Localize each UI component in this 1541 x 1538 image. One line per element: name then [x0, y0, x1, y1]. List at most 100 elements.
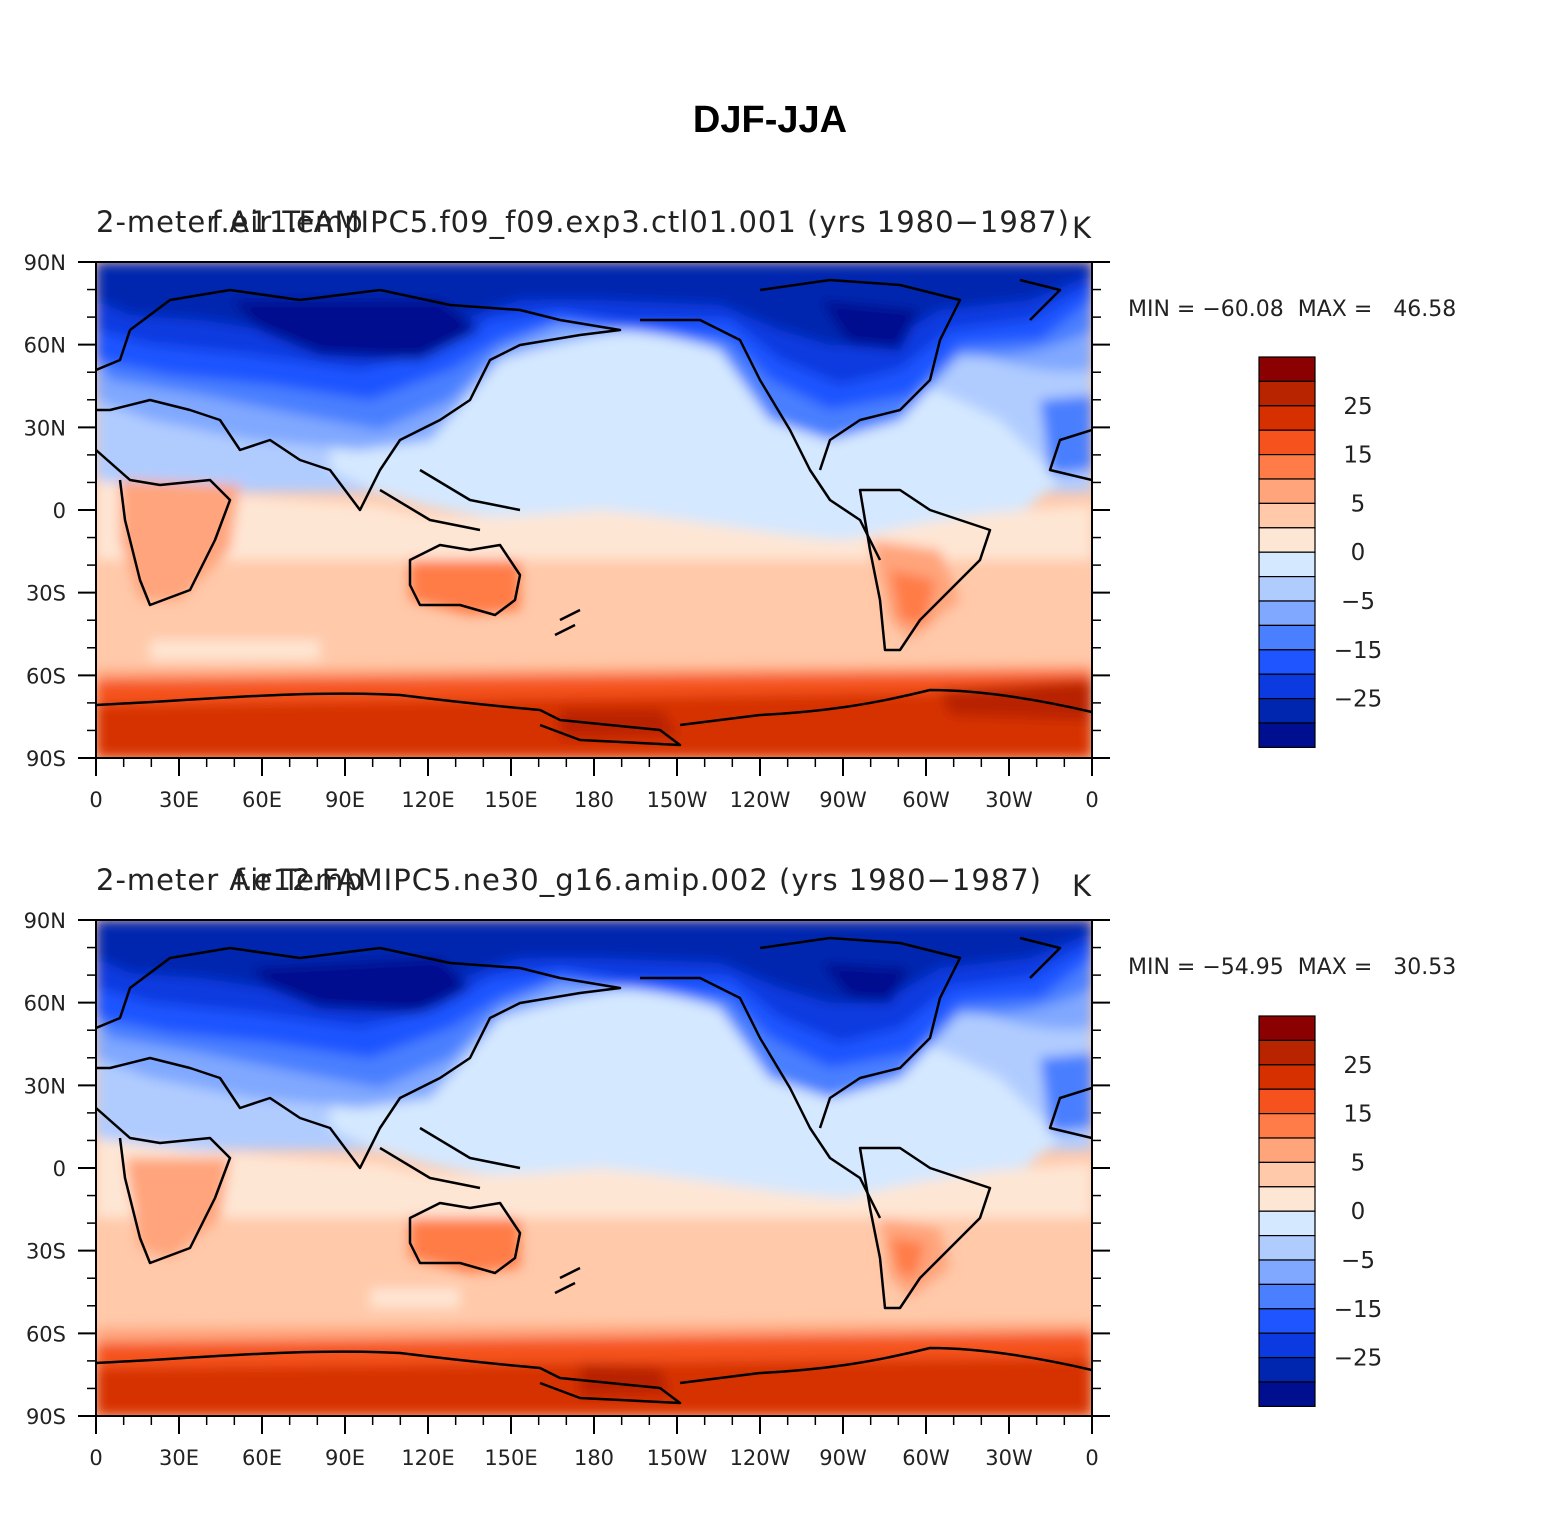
colorbar-box [1258, 1332, 1316, 1359]
lon-tick-label: 60E [242, 788, 282, 812]
lon-tick-label: 120E [401, 788, 454, 812]
colorbar-box [1258, 478, 1316, 504]
lon-tick-label: 180 [574, 1446, 614, 1470]
lon-tick-label: 0 [1085, 1446, 1098, 1470]
colorbar-label: 5 [1351, 491, 1366, 517]
colorbar-label: 0 [1351, 540, 1366, 566]
panel-top: 2-meter Air Temp f.e11.FAMIPC5.f09_f09.e… [24, 205, 1457, 812]
lat-tick-label: 90N [24, 251, 66, 275]
colorbar-label: 15 [1343, 443, 1372, 469]
figure-title: DJF-JJA [693, 99, 847, 141]
lon-tick-label: 30W [985, 1446, 1033, 1470]
panel-top-min-max: MIN = −60.08 MAX = 46.58 [1128, 297, 1456, 322]
panel-top-lat-labels: 90N 60N 30N 0 30S 60S 90S [24, 251, 66, 771]
panel-bottom-ticks [78, 919, 1110, 1434]
colorbar-box [1258, 405, 1316, 431]
colorbar-box [1258, 527, 1316, 553]
colorbar-box [1258, 1064, 1316, 1090]
lon-tick-label: 120W [730, 1446, 791, 1470]
panel-bottom-min-max: MIN = −54.95 MAX = 30.53 [1128, 955, 1456, 980]
colorbar-box [1258, 1112, 1316, 1139]
colorbar-box [1258, 624, 1316, 651]
lon-tick-label: 30E [159, 788, 199, 812]
lon-tick-label: 60E [242, 1446, 282, 1470]
lat-tick-label: 60N [24, 992, 66, 1016]
colorbar-box [1258, 1259, 1316, 1285]
colorbar-label: 0 [1351, 1199, 1366, 1225]
lon-tick-label: 0 [1085, 788, 1098, 812]
panel-top-colorbar: 25 15 5 0 −5 −15 −25 [1258, 356, 1383, 748]
lat-tick-label: 90S [26, 747, 66, 771]
lon-tick-label: 180 [574, 788, 614, 812]
panel-top-map [96, 262, 1092, 758]
lat-tick-label: 30S [26, 582, 66, 606]
lon-tick-label: 120W [730, 788, 791, 812]
colorbar-label: −15 [1334, 638, 1383, 664]
lat-tick-label: 30S [26, 1240, 66, 1264]
lon-tick-label: 90W [819, 788, 867, 812]
panel-bottom-colorbar: 25 15 5 0 −5 −15 −25 [1258, 1015, 1383, 1407]
colorbar-label: −5 [1341, 1248, 1375, 1274]
colorbar-box [1258, 1381, 1316, 1407]
lon-tick-label: 120E [401, 1446, 454, 1470]
lat-tick-label: 30N [24, 1074, 66, 1098]
panel-bottom: 2-meter Air Temp f.e12.FAMIPC5.ne30_g16.… [24, 863, 1457, 1470]
lon-tick-label: 150W [647, 788, 708, 812]
panel-bottom-units: K [1072, 869, 1092, 903]
colorbar-label: −25 [1334, 1346, 1383, 1372]
lon-tick-label: 0 [89, 1446, 102, 1470]
colorbar-box [1258, 1234, 1316, 1261]
panel-bottom-map [96, 920, 1092, 1416]
lat-tick-label: 90N [24, 909, 66, 933]
panel-top-lon-labels: 0 30E 60E 90E 120E 150E 180 150W 120W 90W 60W 30W 0 [89, 788, 1098, 812]
colorbar-label: 25 [1343, 394, 1372, 420]
lat-tick-label: 60N [24, 334, 66, 358]
colorbar-box [1258, 1137, 1316, 1163]
colorbar-label: −25 [1334, 687, 1383, 713]
colorbar-box [1258, 380, 1316, 407]
panel-bottom-coastlines [96, 936, 1092, 1405]
lat-tick-label: 30N [24, 416, 66, 440]
colorbar-box [1258, 454, 1316, 480]
colorbar-box [1258, 429, 1316, 456]
colorbar-box [1258, 1210, 1316, 1237]
lon-tick-label: 30W [985, 788, 1033, 812]
colorbar-box [1258, 649, 1316, 675]
colorbar-box [1258, 722, 1316, 748]
lat-tick-label: 0 [53, 1157, 66, 1181]
colorbar-box [1258, 502, 1316, 529]
colorbar-box [1258, 1088, 1316, 1115]
panel-bottom-lon-labels: 0 30E 60E 90E 120E 150E 180 150W 120W 90W 60W 30W 0 [89, 1446, 1098, 1470]
lon-tick-label: 90E [325, 1446, 365, 1470]
lat-tick-label: 60S [26, 664, 66, 688]
panel-bottom-left-title: 2-meter Air Temp [96, 863, 364, 897]
panel-bottom-center-title: f.e12.FAMIPC5.ne30_g16.amip.002 (yrs 198… [235, 863, 1043, 897]
colorbar-label: 25 [1343, 1053, 1372, 1079]
lon-tick-label: 0 [89, 788, 102, 812]
colorbar-box [1258, 1186, 1316, 1212]
panel-top-coastlines [96, 278, 1092, 747]
colorbar-label: 5 [1351, 1150, 1366, 1176]
lon-tick-label: 60W [902, 1446, 950, 1470]
lon-tick-label: 150W [647, 1446, 708, 1470]
colorbar-box [1258, 697, 1316, 724]
panel-bottom-lat-labels: 90N 60N 30N 0 30S 60S 90S [24, 909, 66, 1429]
panel-top-left-title: 2-meter Air Temp [96, 205, 364, 239]
colorbar-box [1258, 1015, 1316, 1041]
colorbar-box [1258, 600, 1316, 626]
colorbar-box [1258, 1356, 1316, 1383]
colorbar-label: −5 [1341, 589, 1375, 615]
lat-tick-label: 0 [53, 499, 66, 523]
lat-tick-label: 90S [26, 1405, 66, 1429]
colorbar-box [1258, 1283, 1316, 1310]
lon-tick-label: 90W [819, 1446, 867, 1470]
panel-top-ticks [78, 261, 1110, 776]
lon-tick-label: 90E [325, 788, 365, 812]
lon-tick-label: 150E [484, 788, 537, 812]
panel-top-center-title: f.e11.FAMIPC5.f09_f09.exp3.ctl01.001 (yr… [211, 205, 1070, 239]
colorbar-box [1258, 1161, 1316, 1188]
colorbar-label: 15 [1343, 1102, 1372, 1128]
lon-tick-label: 150E [484, 1446, 537, 1470]
colorbar-box [1258, 575, 1316, 602]
